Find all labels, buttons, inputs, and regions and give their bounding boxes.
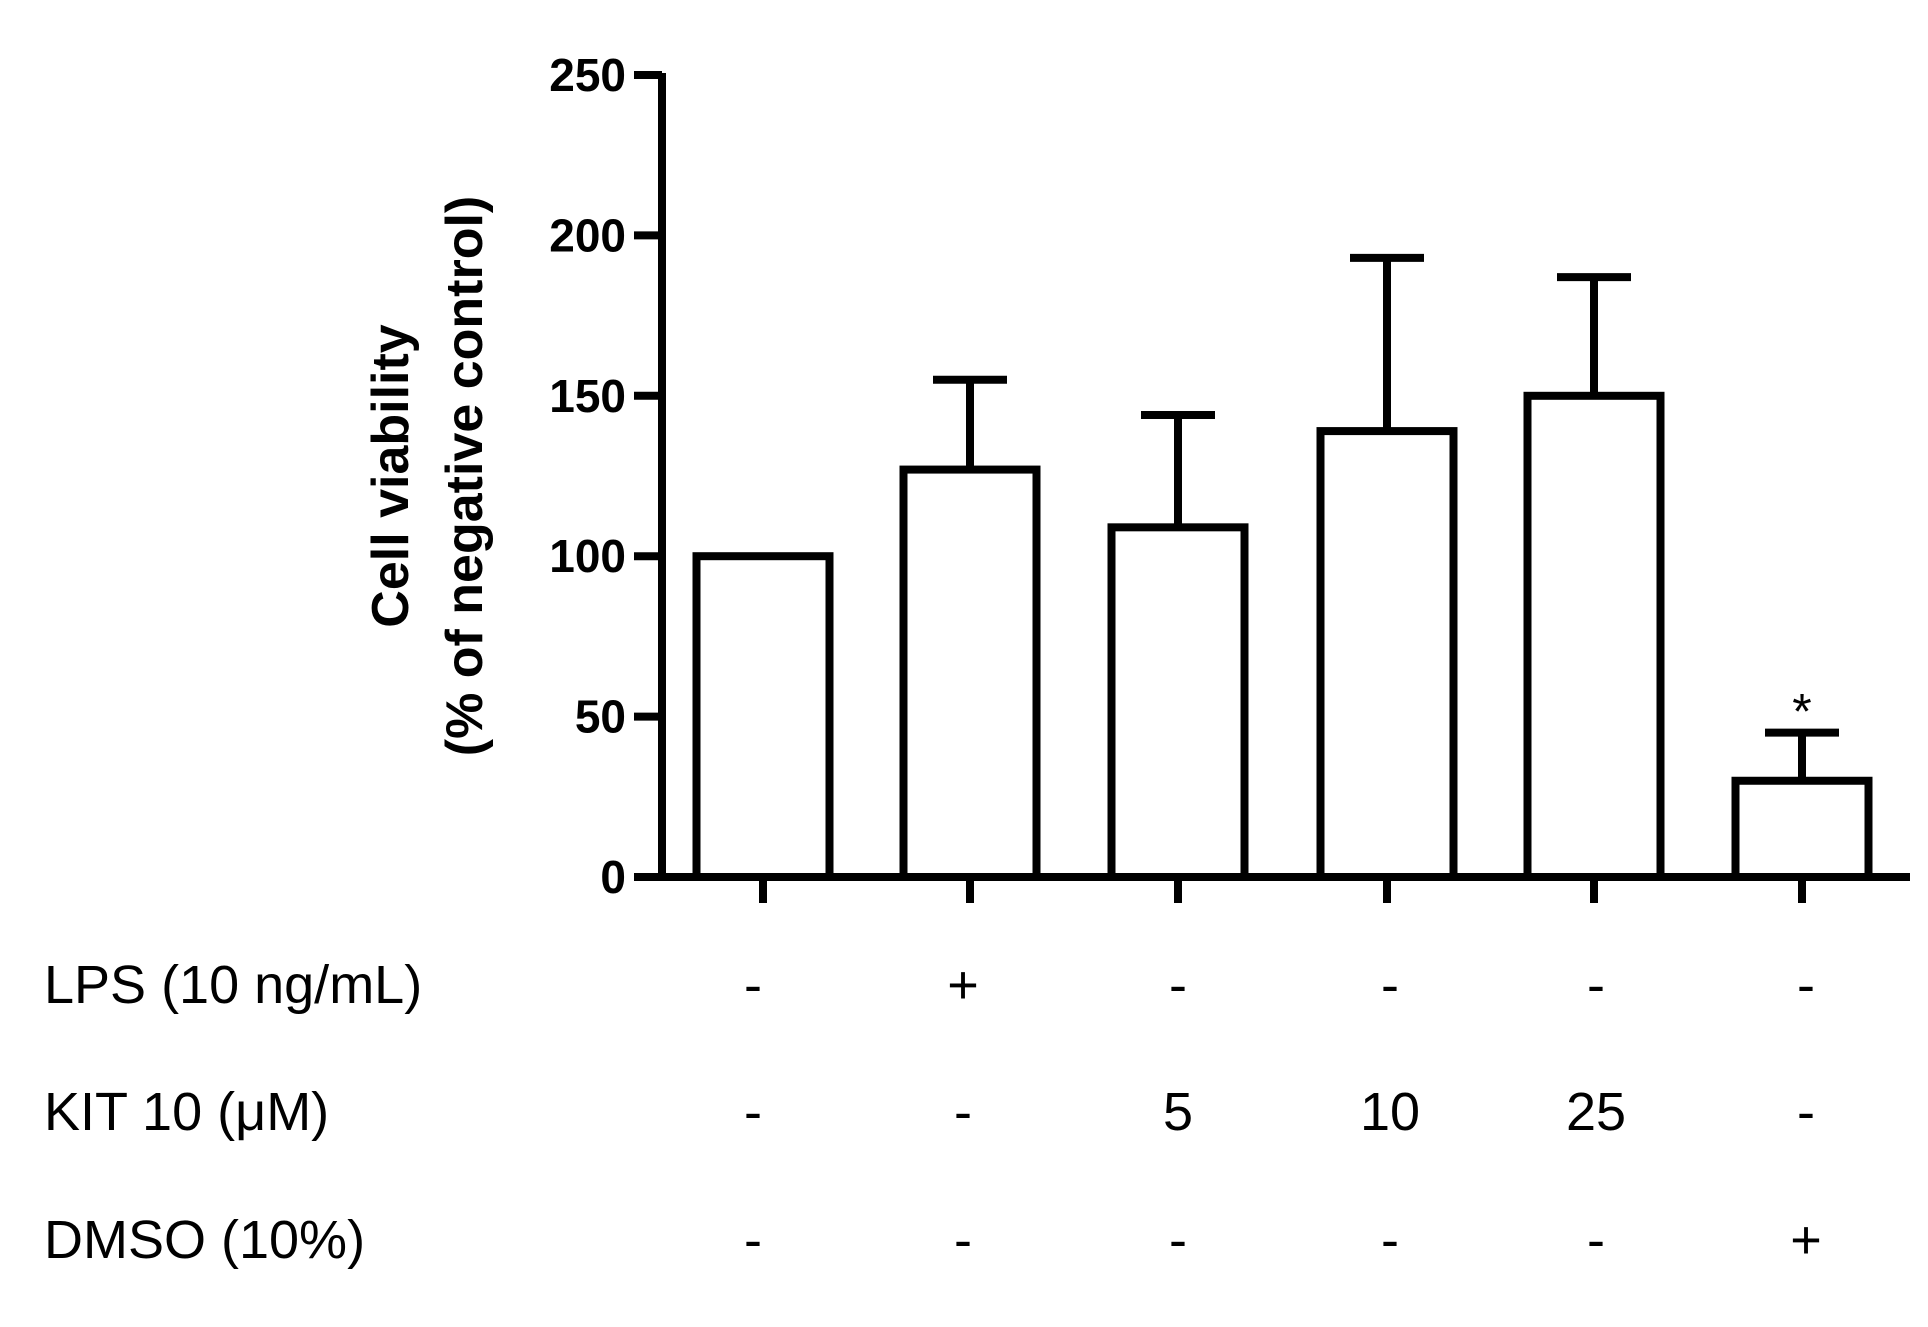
condition-value-1-5: - — [1587, 955, 1605, 1015]
bar-1 — [692, 552, 834, 881]
x-axis — [658, 873, 1910, 903]
condition-value-3-4: - — [1381, 1210, 1399, 1270]
bar-3 — [1107, 523, 1249, 881]
bar-2 — [899, 465, 1041, 881]
condition-value-3-3: - — [1169, 1210, 1187, 1270]
condition-value-2-6: - — [1797, 1082, 1815, 1142]
bar-group-4 — [1316, 253, 1458, 881]
condition-value-3-6: + — [1790, 1210, 1822, 1270]
condition-row-3: DMSO (10%) - - - - - + — [44, 1210, 1822, 1270]
bars: * — [692, 253, 1873, 882]
y-axis: 0 50 100 150 200 250 — [549, 49, 666, 903]
bar-group-3 — [1107, 411, 1249, 881]
condition-value-1-4: - — [1381, 955, 1399, 1015]
condition-value-2-3: 5 — [1163, 1082, 1193, 1142]
condition-value-1-1: - — [744, 955, 762, 1015]
condition-value-2-2: - — [954, 1082, 972, 1142]
condition-value-1-6: - — [1797, 955, 1815, 1015]
y-tick-label-0: 0 — [600, 851, 626, 903]
y-axis-title: Cell viability (% of negative control) — [362, 196, 494, 756]
condition-value-2-4: 10 — [1360, 1082, 1420, 1142]
condition-value-1-2: + — [947, 955, 979, 1015]
bar-group-2 — [899, 375, 1041, 881]
condition-row-1: LPS (10 ng/mL) - + - - - - — [44, 955, 1815, 1015]
y-tick-label-150: 150 — [549, 370, 626, 422]
condition-value-3-2: - — [954, 1210, 972, 1270]
bar-5 — [1523, 391, 1665, 881]
bar-group-5 — [1523, 273, 1665, 881]
bar-4 — [1316, 427, 1458, 881]
y-tick-label-50: 50 — [575, 691, 626, 743]
bar-6 — [1731, 776, 1873, 882]
condition-value-3-5: - — [1587, 1210, 1605, 1270]
y-tick-label-250: 250 — [549, 49, 626, 101]
condition-value-3-1: - — [744, 1210, 762, 1270]
y-axis-title-line2: (% of negative control) — [436, 196, 494, 756]
significance-annotation-6: * — [1792, 684, 1811, 740]
condition-value-1-3: - — [1169, 955, 1187, 1015]
bar-group-6: * — [1731, 684, 1873, 882]
condition-label-2: KIT 10 (μM) — [44, 1082, 329, 1142]
bar-group-1 — [692, 552, 834, 881]
y-tick-label-100: 100 — [549, 530, 626, 582]
condition-table: LPS (10 ng/mL) - + - - - -KIT 10 (μM) - -5 10 25 -D… — [44, 955, 1822, 1270]
condition-label-1: LPS (10 ng/mL) — [44, 955, 422, 1015]
condition-value-2-5: 25 — [1566, 1082, 1626, 1142]
condition-value-2-1: - — [744, 1082, 762, 1142]
y-axis-title-line1: Cell viability — [362, 324, 420, 628]
condition-row-2: KIT 10 (μM) - - 5 10 25 - — [44, 1082, 1815, 1142]
y-tick-label-200: 200 — [549, 209, 626, 261]
condition-label-3: DMSO (10%) — [44, 1210, 365, 1270]
